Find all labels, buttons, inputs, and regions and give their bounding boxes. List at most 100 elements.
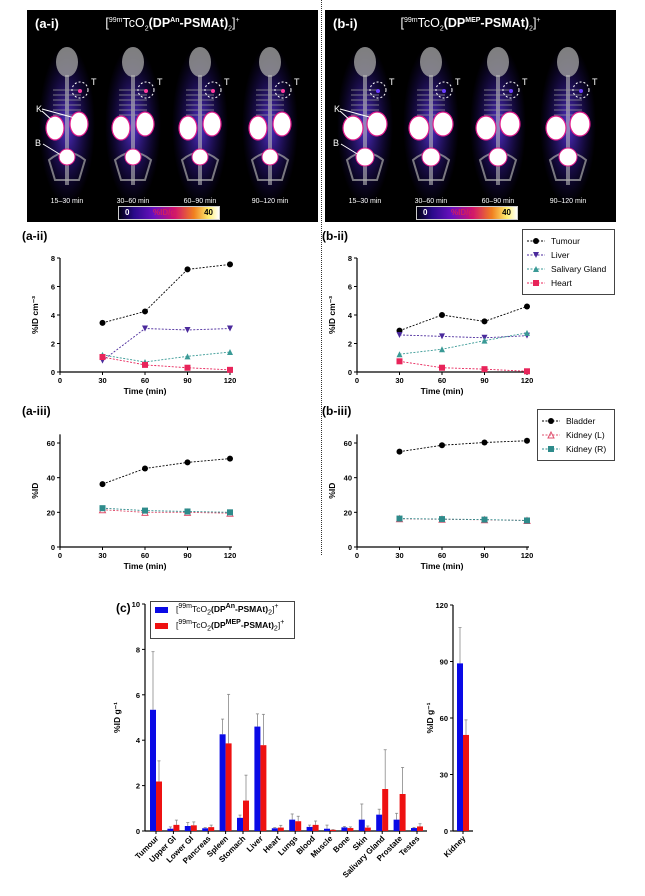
kidney-left xyxy=(248,115,268,141)
legend-entry: Heart xyxy=(523,276,614,290)
kidney-right xyxy=(499,111,521,137)
bar-muscle xyxy=(324,828,330,831)
x-axis-label: Time (min) xyxy=(421,561,464,571)
series-line xyxy=(399,440,528,453)
bladder xyxy=(261,148,279,166)
y-axis-label: %ID g⁻¹ xyxy=(112,702,122,733)
data-point xyxy=(227,349,233,356)
data-point xyxy=(533,238,539,244)
bar-salivary-gland xyxy=(382,789,389,831)
bar-testes xyxy=(411,828,417,831)
y-tick-label: 40 xyxy=(47,474,55,483)
x-tick-label: 30 xyxy=(98,376,106,385)
x-tick-label: 120 xyxy=(521,551,534,560)
legend: Bladder Kidney (L) Kidney (R) xyxy=(537,409,615,461)
tumour-circle xyxy=(274,81,292,99)
legend: Tumour Liver Salivary Gland Heart xyxy=(522,229,615,295)
y-tick-label: 8 xyxy=(348,254,352,263)
data-point xyxy=(396,448,403,455)
y-axis-label: %ID g⁻¹ xyxy=(425,702,435,733)
data-point xyxy=(439,516,445,523)
data-point xyxy=(524,303,530,310)
x-tick-label: 60 xyxy=(438,376,446,385)
bar-stomach xyxy=(243,800,249,831)
mouse-image: T xyxy=(337,45,395,205)
data-point xyxy=(439,442,445,449)
data-point xyxy=(396,351,403,358)
tumour-circle xyxy=(502,81,520,99)
bar-chart-c_kidney: 0 30 60 90 120 %ID g⁻¹ Kidney xyxy=(425,601,473,859)
bar-lungs xyxy=(289,819,296,831)
skull xyxy=(420,47,442,77)
bar-bone xyxy=(347,828,354,831)
y-tick-label: 20 xyxy=(47,508,55,517)
time-label: 90–120 min xyxy=(549,198,587,205)
panel-title: [99mTcO2(DPAn-PSMAt)2]+ xyxy=(105,16,240,33)
tumour-circle xyxy=(435,81,453,99)
tumour-signal xyxy=(376,89,380,93)
kidney-right xyxy=(432,111,454,137)
skull xyxy=(56,47,78,77)
mouse-image: T xyxy=(540,45,598,205)
data-point xyxy=(481,366,488,373)
y-tick-label: 30 xyxy=(440,771,448,780)
tumour-signal xyxy=(144,89,148,93)
tumour-label: T xyxy=(224,77,230,87)
bar-tumour xyxy=(156,781,162,831)
spine xyxy=(429,75,433,185)
x-tick-label: 60 xyxy=(141,551,149,560)
legend-entry: Liver xyxy=(523,248,614,262)
data-point xyxy=(396,515,403,522)
panel-tag: (c) xyxy=(116,601,131,615)
data-point xyxy=(396,331,403,338)
kidney-label: K xyxy=(36,104,42,114)
bladder-label: B xyxy=(333,138,339,148)
data-point xyxy=(548,418,554,424)
pet-image-panel-a: T T T T K B (a-i) [99mTcO2(DPAn-PSMAt)2]+ 15–… xyxy=(27,10,318,222)
bar-kidney xyxy=(457,663,463,831)
y-tick-label: 4 xyxy=(136,736,141,745)
bladder xyxy=(58,148,76,166)
series-line xyxy=(399,334,528,339)
panel-divider xyxy=(321,0,322,555)
bladder xyxy=(124,148,142,166)
data-point xyxy=(142,507,148,514)
bar-liver xyxy=(260,745,267,831)
data-point xyxy=(99,481,106,488)
legend-marker xyxy=(542,446,560,452)
bar-testes xyxy=(417,826,423,831)
y-tick-label: 6 xyxy=(51,283,55,292)
skull xyxy=(557,47,579,77)
legend-entry: Tumour xyxy=(523,234,614,248)
tumour-signal xyxy=(211,89,215,93)
y-axis-label: %ID xyxy=(327,483,337,499)
line-chart-b_iii: (b-iii) 0 20 40 60 0 30 60 90 120 Time (min) %ID xyxy=(322,404,533,571)
tumour-signal xyxy=(579,89,583,93)
series-line xyxy=(102,328,231,361)
bar-skin xyxy=(364,827,371,831)
tumour-circle xyxy=(369,81,387,99)
y-tick-label: 0 xyxy=(51,543,55,552)
spine xyxy=(198,75,202,185)
data-point xyxy=(481,439,488,446)
arrow xyxy=(41,108,76,119)
x-tick-label: 0 xyxy=(58,551,62,560)
x-tick-label: 90 xyxy=(183,551,191,560)
x-tick-label: 120 xyxy=(521,376,534,385)
x-tick-label: 30 xyxy=(98,551,106,560)
mouse-pet-images: T T T T K B xyxy=(35,45,300,205)
y-tick-label: 2 xyxy=(136,782,140,791)
data-point xyxy=(533,266,539,272)
time-label: 15–30 min xyxy=(50,198,84,205)
kidney-right xyxy=(202,111,222,137)
bar-prostate xyxy=(399,793,406,831)
tumour-circle xyxy=(204,81,222,99)
y-tick-label: 8 xyxy=(51,254,55,263)
x-tick-label: 0 xyxy=(355,551,359,560)
series-tumour xyxy=(99,261,233,326)
y-tick-label: 0 xyxy=(348,368,352,377)
data-point xyxy=(99,354,106,361)
x-tick-label: 0 xyxy=(355,376,359,385)
data-point xyxy=(227,261,233,268)
